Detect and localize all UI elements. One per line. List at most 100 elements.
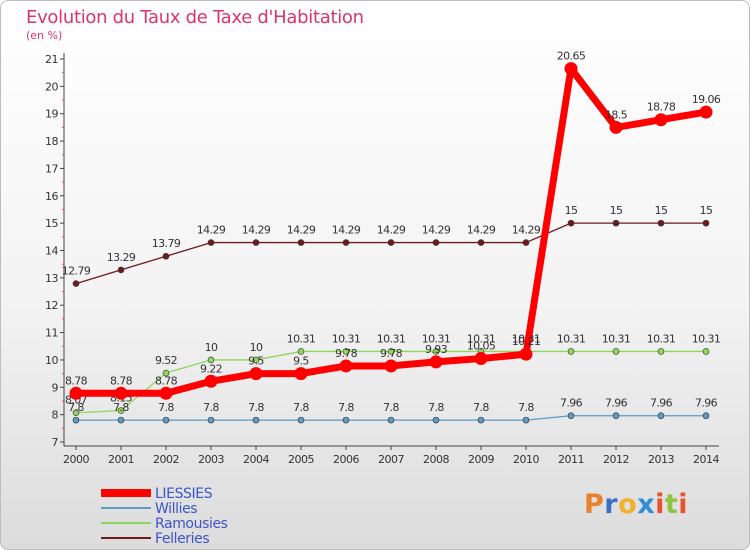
data-label-willies: 7.8	[473, 401, 489, 414]
data-label-felleries: 13.29	[107, 251, 136, 264]
data-point-willies	[477, 416, 485, 424]
x-tick-label: 2011	[558, 453, 584, 466]
data-point-liessies	[204, 374, 218, 388]
logo-letter: i	[655, 489, 665, 520]
chart-subtitle: (en %)	[26, 29, 63, 42]
data-point-willies	[252, 416, 260, 424]
data-label-ramousies: 10.31	[467, 332, 496, 345]
data-point-ramousies	[162, 369, 170, 377]
data-label-felleries: 14.29	[512, 224, 541, 237]
logo-letter: r	[604, 489, 619, 520]
data-point-ramousies	[432, 348, 440, 355]
data-point-felleries	[432, 239, 440, 246]
y-tick-label: 19	[45, 108, 58, 121]
x-tick-label: 2008	[423, 453, 449, 466]
data-label-willies: 7.96	[560, 397, 583, 410]
logo-letter: i	[678, 489, 689, 520]
data-label-ramousies: 10.31	[287, 332, 316, 345]
x-tick-label: 2013	[648, 453, 674, 466]
data-label-willies: 7.96	[605, 397, 628, 410]
y-tick-label: 10	[45, 354, 58, 367]
data-label-felleries: 15	[700, 204, 713, 217]
data-point-ramousies	[297, 348, 305, 355]
data-label-felleries: 14.29	[242, 224, 271, 237]
data-point-liessies	[249, 367, 263, 381]
data-point-felleries	[297, 239, 305, 246]
y-tick-label: 21	[45, 53, 58, 66]
data-point-ramousies	[702, 348, 710, 355]
data-label-liessies: 8.78	[65, 374, 88, 387]
data-label-felleries: 13.79	[152, 237, 181, 250]
data-label-liessies: 18.78	[647, 101, 676, 114]
data-label-felleries: 14.29	[197, 224, 226, 237]
data-point-felleries	[657, 219, 665, 227]
data-point-felleries	[252, 239, 260, 246]
data-point-felleries	[117, 266, 125, 274]
logo-letter: P	[584, 489, 605, 520]
data-point-ramousies	[72, 409, 80, 417]
data-point-ramousies	[207, 356, 215, 364]
data-point-willies	[612, 412, 620, 420]
data-label-liessies: 20.65	[557, 50, 586, 63]
x-tick-label: 2000	[63, 453, 89, 466]
data-point-willies	[297, 416, 305, 424]
data-label-liessies: 8.78	[110, 374, 133, 387]
data-point-liessies	[384, 359, 398, 373]
data-label-felleries: 15	[655, 204, 668, 217]
data-label-felleries: 14.29	[467, 224, 496, 237]
data-point-willies	[72, 416, 80, 424]
data-label-liessies: 18.5	[605, 108, 628, 121]
data-point-felleries	[207, 239, 215, 246]
data-point-ramousies	[387, 348, 395, 355]
y-tick-label: 7	[52, 436, 59, 449]
data-label-willies: 7.96	[695, 397, 718, 410]
data-label-liessies: 9.5	[293, 355, 309, 368]
x-tick-label: 2004	[243, 453, 269, 466]
data-point-liessies	[699, 105, 713, 119]
data-point-willies	[117, 416, 125, 424]
data-point-willies	[162, 416, 170, 424]
data-point-liessies	[339, 359, 353, 373]
data-label-liessies: 9.78	[380, 347, 403, 360]
data-point-liessies	[609, 120, 623, 134]
data-point-ramousies	[612, 348, 620, 355]
data-label-willies: 7.8	[383, 401, 399, 414]
data-label-willies: 7.8	[203, 401, 219, 414]
data-point-ramousies	[117, 407, 125, 414]
legend-label-felleries: Felleries	[155, 531, 209, 547]
data-label-liessies: 19.06	[692, 93, 721, 106]
chart-title: Evolution du Taux de Taxe d'Habitation	[26, 7, 364, 28]
data-point-willies	[207, 416, 215, 424]
x-tick-label: 2009	[468, 453, 494, 466]
data-label-ramousies: 10	[205, 341, 218, 354]
x-tick-label: 2012	[603, 453, 629, 466]
y-tick-label: 17	[45, 162, 58, 175]
data-point-willies	[342, 416, 350, 424]
data-label-felleries: 14.29	[287, 224, 316, 237]
data-label-willies: 7.8	[158, 401, 174, 414]
data-point-felleries	[387, 239, 395, 246]
x-tick-label: 2005	[288, 453, 314, 466]
proxiti-logo: Proxiti	[584, 489, 688, 520]
data-point-willies	[387, 416, 395, 424]
data-label-felleries: 14.29	[332, 224, 361, 237]
data-label-willies: 7.8	[68, 401, 84, 414]
data-label-felleries: 14.29	[422, 224, 451, 237]
data-point-liessies	[69, 386, 83, 400]
y-tick-label: 12	[45, 299, 58, 312]
data-point-felleries	[612, 219, 620, 227]
logo-letter: t	[664, 489, 679, 520]
data-label-liessies: 9.78	[335, 347, 358, 360]
data-point-liessies	[114, 386, 128, 400]
x-tick-label: 2014	[693, 453, 719, 466]
data-label-ramousies: 10.31	[647, 332, 676, 345]
data-label-ramousies: 10.31	[602, 332, 631, 345]
data-point-willies	[522, 416, 530, 424]
data-label-liessies: 8.78	[155, 374, 178, 387]
data-label-liessies: 9.22	[200, 362, 222, 375]
data-label-liessies: 9.5	[248, 355, 264, 368]
data-point-felleries	[162, 252, 170, 260]
data-label-willies: 7.96	[650, 397, 673, 410]
